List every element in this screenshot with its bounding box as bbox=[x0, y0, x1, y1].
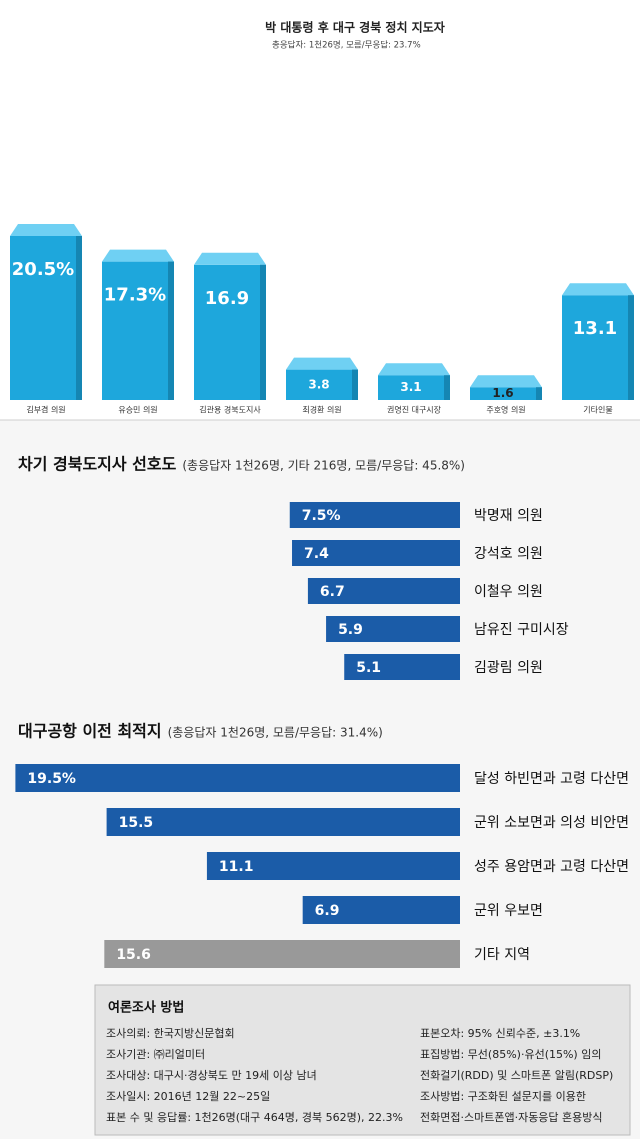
y-tick-label: 기타 지역 bbox=[474, 947, 530, 963]
bar bbox=[378, 375, 450, 400]
bar-side bbox=[352, 369, 358, 400]
method-item: 표집방법: 무선(85%)·유선(15%) 임의 bbox=[420, 1048, 601, 1061]
value-label: 1.6 bbox=[492, 386, 513, 400]
method-item: 표본오차: 95% 신뢰수준, ±3.1% bbox=[420, 1027, 580, 1040]
value-label: 7.4 bbox=[304, 546, 329, 562]
method-title: 여론조사 방법 bbox=[108, 1000, 184, 1016]
method-item: 조사일시: 2016년 12월 22~25일 bbox=[106, 1089, 270, 1103]
chart-subtitle: (총응답자 1천26명, 모름/무응답: 31.4%) bbox=[168, 725, 383, 740]
x-tick-label: 최경환 의원 bbox=[302, 405, 341, 415]
y-tick-label: 박명재 의원 bbox=[474, 508, 543, 524]
value-label: 20.5% bbox=[12, 259, 74, 280]
bar bbox=[302, 896, 460, 924]
bar bbox=[326, 616, 460, 642]
y-tick-label: 군위 우보면 bbox=[474, 903, 543, 919]
bar-top bbox=[378, 363, 450, 376]
y-tick-label: 강석호 의원 bbox=[474, 546, 543, 562]
chart-title: 차기 경북도지사 선호도 bbox=[18, 455, 177, 474]
bar bbox=[470, 387, 542, 400]
value-label: 3.8 bbox=[308, 377, 329, 391]
method-item: 표본 수 및 응답률: 1천26명(대구 464명, 경북 562명), 22.… bbox=[106, 1110, 403, 1124]
bar bbox=[194, 264, 266, 400]
chart-subtitle: 총응답자: 1천26명, 모름/무응답: 23.7% bbox=[272, 40, 421, 51]
bar-side bbox=[168, 261, 174, 400]
bar bbox=[106, 808, 460, 836]
bar bbox=[292, 540, 460, 566]
value-label: 15.6 bbox=[116, 947, 151, 963]
x-tick-label: 주호영 의원 bbox=[486, 405, 525, 415]
y-tick-label: 이철우 의원 bbox=[474, 584, 543, 600]
bar-top bbox=[10, 224, 82, 236]
bar bbox=[15, 764, 461, 792]
value-label: 6.9 bbox=[315, 903, 340, 919]
bar bbox=[206, 852, 460, 880]
bar-side bbox=[76, 236, 82, 400]
bar bbox=[307, 578, 460, 604]
y-tick-label: 성주 용암면과 고령 다산면 bbox=[474, 859, 629, 875]
value-label: 17.3% bbox=[104, 285, 166, 306]
y-tick-label: 달성 하빈면과 고령 다산면 bbox=[474, 771, 629, 787]
bar bbox=[104, 940, 460, 968]
bar bbox=[10, 236, 82, 400]
method-item: 조사방법: 구조화된 설문지를 이용한 bbox=[420, 1090, 586, 1103]
method-box bbox=[94, 984, 631, 1136]
x-tick-label: 김관용 경북도지사 bbox=[199, 405, 261, 415]
y-tick-label: 남유진 구미시장 bbox=[474, 622, 569, 638]
value-label: 16.9 bbox=[205, 288, 249, 309]
value-label: 19.5% bbox=[27, 771, 76, 787]
value-label: 5.1 bbox=[356, 660, 381, 676]
bar-top bbox=[470, 375, 542, 388]
bar-side bbox=[628, 295, 634, 400]
value-label: 15.5 bbox=[119, 815, 154, 831]
value-label: 3.1 bbox=[400, 380, 421, 394]
bar bbox=[289, 502, 460, 528]
bar-side bbox=[444, 375, 450, 400]
x-tick-label: 유승민 의원 bbox=[118, 405, 157, 415]
value-label: 13.1 bbox=[573, 318, 617, 339]
x-tick-label: 권영진 대구시장 bbox=[387, 405, 442, 415]
x-tick-label: 기타인물 bbox=[583, 405, 612, 415]
bar-top bbox=[102, 249, 174, 262]
bar bbox=[102, 261, 174, 400]
method-item: 전화걸기(RDD) 및 스마트폰 알림(RDSP) bbox=[420, 1068, 613, 1082]
method-item: 조사기관: ㈜리얼미터 bbox=[106, 1047, 205, 1061]
bar-top bbox=[286, 357, 358, 370]
method-item: 조사의뢰: 한국지방신문협회 bbox=[106, 1027, 235, 1040]
bar-side bbox=[536, 387, 542, 400]
value-label: 5.9 bbox=[338, 622, 363, 638]
y-tick-label: 김광림 의원 bbox=[474, 660, 543, 676]
bar-side bbox=[260, 264, 266, 400]
top-background bbox=[0, 0, 640, 420]
bar bbox=[344, 654, 460, 680]
method-item: 조사대상: 대구시·경상북도 만 19세 이상 남녀 bbox=[106, 1069, 317, 1082]
value-label: 6.7 bbox=[320, 584, 345, 600]
chart-subtitle: (총응답자 1천26명, 기타 216명, 모름/무응답: 45.8%) bbox=[182, 458, 465, 473]
y-tick-label: 군위 소보면과 의성 비안면 bbox=[474, 815, 629, 831]
bar-top bbox=[562, 283, 634, 296]
bar bbox=[286, 369, 358, 400]
chart-title: 박 대통령 후 대구 경북 정치 지도자 bbox=[265, 20, 445, 35]
x-tick-label: 김부겸 의원 bbox=[26, 405, 65, 415]
value-label: 11.1 bbox=[219, 859, 254, 875]
method-item: 전화면접·스마트폰앱·자동응답 혼용방식 bbox=[420, 1111, 603, 1124]
chart-title: 대구공항 이전 최적지 bbox=[18, 722, 162, 741]
bar-top bbox=[194, 252, 266, 265]
bar bbox=[562, 295, 634, 400]
value-label: 7.5% bbox=[302, 508, 341, 524]
